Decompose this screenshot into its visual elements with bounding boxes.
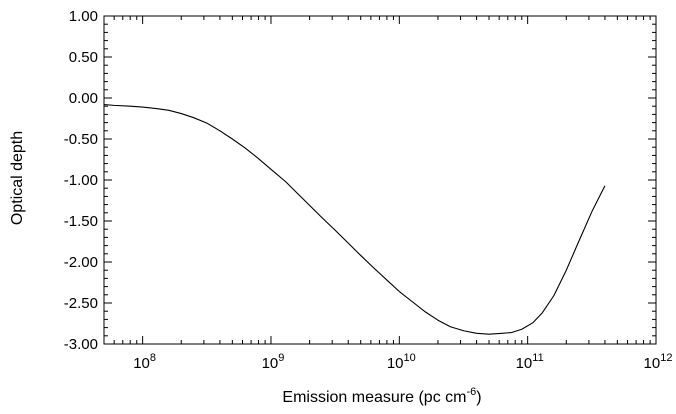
x-tick-label: 108 [133, 352, 156, 372]
y-tick-label: 0.00 [69, 90, 98, 107]
x-tick-label-exponent: 10 [404, 352, 416, 364]
x-axis-label-superscript: -6 [466, 386, 476, 398]
y-tick-label: -1.50 [64, 213, 98, 230]
x-tick-label-base: 10 [133, 355, 150, 372]
series-line [103, 104, 606, 335]
x-tick-label: 1010 [387, 352, 416, 372]
x-tick-label-exponent: 12 [660, 352, 672, 364]
y-tick-label: -2.00 [64, 254, 98, 271]
x-tick-label-exponent: 8 [150, 352, 156, 364]
x-tick-label: 1012 [644, 352, 673, 372]
x-tick-label-exponent: 11 [532, 352, 543, 364]
plot-frame [103, 15, 657, 345]
x-tick-label-base: 10 [516, 355, 533, 372]
y-tick-label: 1.00 [69, 8, 98, 25]
x-tick-label-base: 10 [644, 355, 661, 372]
y-tick-label: -0.50 [64, 131, 98, 148]
x-axis-label-suffix: ) [476, 389, 481, 406]
x-tick-label-base: 10 [262, 355, 279, 372]
x-axis-label-main: Emission measure (pc cm [282, 389, 466, 406]
y-axis-label: Optical depth [9, 131, 26, 225]
x-tick-label: 1011 [516, 352, 544, 372]
x-tick-label: 109 [262, 352, 285, 372]
x-tick-label-base: 10 [387, 355, 404, 372]
x-axis-label: Emission measure (pc cm-6) [282, 386, 481, 406]
x-tick-label-exponent: 9 [278, 352, 284, 364]
y-tick-label: -2.50 [64, 295, 98, 312]
y-tick-label: -3.00 [64, 336, 98, 353]
y-tick-label: 0.50 [69, 49, 98, 66]
y-tick-label: -1.00 [64, 172, 98, 189]
